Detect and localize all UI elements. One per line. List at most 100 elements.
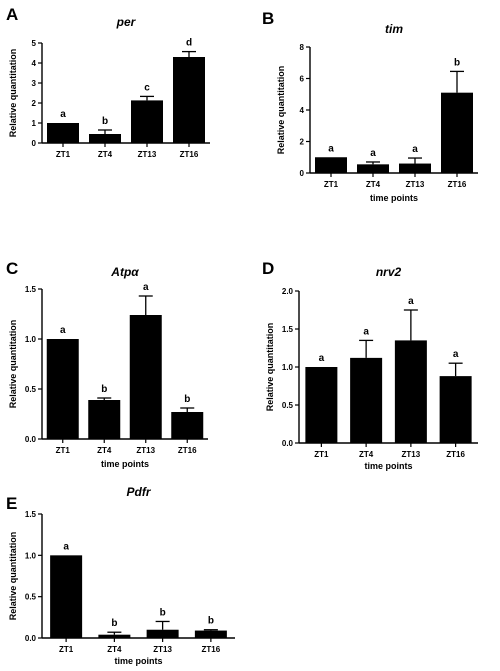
panel-d: D nrv2 Relative quantitation time points 0.… <box>262 259 478 471</box>
chart-4-significance-label: a <box>453 349 459 360</box>
chart-5-category-label: ZT13 <box>153 645 172 654</box>
chart-2-y-tick-label: 6 <box>300 75 305 84</box>
chart-1-y-axis-label: Relative quantitation <box>8 49 18 138</box>
chart-4-y-tick-label: 0.5 <box>282 401 294 410</box>
chart-2-y-axis-label: Relative quantitation <box>276 66 286 155</box>
panel-c-letter: C <box>6 259 18 278</box>
panel-c: C Atpα Relative quantitation time points 0.… <box>6 259 208 469</box>
chart-4-title: nrv2 <box>376 265 402 279</box>
chart-4-bar <box>350 357 383 443</box>
chart-1-bar <box>89 134 121 143</box>
chart-1-category-label: ZT1 <box>56 150 71 159</box>
chart-3-x-axis-label: time points <box>101 459 149 469</box>
chart-5-y-tick-label: 1.0 <box>25 551 37 560</box>
chart-2-category-label: ZT4 <box>366 180 381 189</box>
chart-2-title: tim <box>385 22 403 36</box>
chart-5-y-axis-label: Relative quantitation <box>8 532 18 621</box>
chart-2-significance-label: a <box>328 143 334 154</box>
chart-1-y-tick-label: 0 <box>32 139 37 148</box>
chart-4-y-axis-label: Relative quantitation <box>265 323 275 412</box>
chart-1-y-tick-label: 3 <box>32 79 37 88</box>
chart-5-y-tick-label: 0.0 <box>25 634 37 643</box>
chart-nrv2: nrv2 Relative quantitation time points 0.0 0… <box>265 265 478 471</box>
chart-2-bar <box>315 157 347 173</box>
chart-1-bar <box>173 57 205 143</box>
chart-1-bar <box>131 100 163 143</box>
chart-2-y-tick-label: 8 <box>300 43 305 52</box>
chart-2-y-tick-label: 0 <box>300 169 305 178</box>
chart-3-bar <box>129 315 162 439</box>
chart-1-bar <box>47 123 79 143</box>
chart-4-y-tick-label: 1.0 <box>282 363 294 372</box>
chart-1-category-label: ZT16 <box>180 150 199 159</box>
chart-4-y-tick-label: 2.0 <box>282 287 294 296</box>
chart-1-significance-label: c <box>144 82 150 93</box>
chart-3-y-tick-label: 0.5 <box>25 385 37 394</box>
chart-2-category-label: ZT13 <box>406 180 425 189</box>
chart-per: per Relative quantitation 0 1 2 3 4 5 ZT1 a ZT4 b ZT… <box>8 15 210 159</box>
chart-4-y-tick-label: 0.0 <box>282 439 294 448</box>
chart-1-y-tick-label: 2 <box>32 99 37 108</box>
chart-2-significance-label: a <box>412 144 418 155</box>
chart-1-title: per <box>116 15 137 29</box>
chart-4-significance-label: a <box>363 326 369 337</box>
chart-2-bar <box>357 164 389 173</box>
chart-3-bar <box>46 339 79 439</box>
chart-4-bar <box>394 340 427 443</box>
chart-2-bar <box>441 92 473 173</box>
panel-e-letter: E <box>6 494 17 513</box>
chart-3-category-label: ZT4 <box>97 446 112 455</box>
chart-5-significance-label: b <box>160 607 166 618</box>
chart-5-bar <box>194 630 227 638</box>
chart-2-category-label: ZT1 <box>324 180 339 189</box>
chart-5-y-tick-label: 1.5 <box>25 510 37 519</box>
panel-d-letter: D <box>262 259 274 278</box>
chart-2-y-tick-label: 4 <box>300 106 305 115</box>
chart-1-significance-label: b <box>102 116 108 127</box>
chart-3-category-label: ZT1 <box>56 446 71 455</box>
panel-b-letter: B <box>262 9 274 28</box>
panel-e: E Pdfr Relative quantitation time points 0.… <box>6 485 235 666</box>
chart-2-x-axis-label: time points <box>370 193 418 203</box>
chart-3-title: Atpα <box>110 265 139 279</box>
chart-5-bar <box>50 555 83 638</box>
chart-3-y-tick-label: 1.0 <box>25 335 37 344</box>
chart-2-category-label: ZT16 <box>448 180 467 189</box>
chart-3-bar <box>171 412 204 439</box>
chart-5-significance-label: a <box>63 541 69 552</box>
chart-3-significance-label: b <box>101 384 107 395</box>
chart-2-significance-label: a <box>370 148 376 159</box>
chart-3-bar <box>88 400 121 439</box>
chart-1-significance-label: a <box>60 109 66 120</box>
chart-5-bar <box>146 629 179 638</box>
chart-pdfr: Pdfr Relative quantitation time points 0.0 0… <box>8 485 235 666</box>
chart-tim: tim Relative quantitation time points 0 2 4 6 8… <box>276 22 478 203</box>
chart-5-title: Pdfr <box>127 485 152 499</box>
chart-5-x-axis-label: time points <box>114 656 162 666</box>
chart-3-category-label: ZT13 <box>136 446 155 455</box>
chart-3-y-tick-label: 1.5 <box>25 285 37 294</box>
chart-5-bar <box>98 634 131 638</box>
chart-3-y-axis-label: Relative quantitation <box>8 320 18 409</box>
chart-5-category-label: ZT4 <box>107 645 122 654</box>
panel-a: A per Relative quantitation 0 1 2 3 4 5 ZT1 a ZT4 b… <box>6 5 210 159</box>
chart-2-bar <box>399 163 431 173</box>
chart-3-significance-label: a <box>143 282 149 293</box>
chart-1-category-label: ZT4 <box>98 150 113 159</box>
chart-1-significance-label: d <box>186 38 192 49</box>
panel-a-letter: A <box>6 5 18 24</box>
panel-b: B tim Relative quantitation time points 0 2 4… <box>262 9 478 203</box>
chart-3-significance-label: a <box>60 325 66 336</box>
chart-1-y-tick-label: 5 <box>32 39 37 48</box>
chart-4-x-axis-label: time points <box>364 461 412 471</box>
chart-4-category-label: ZT4 <box>359 450 374 459</box>
chart-4-bar <box>305 367 338 443</box>
chart-4-significance-label: a <box>319 353 325 364</box>
chart-1-y-tick-label: 4 <box>32 59 37 68</box>
chart-3-category-label: ZT16 <box>178 446 197 455</box>
chart-4-category-label: ZT13 <box>402 450 421 459</box>
chart-4-y-tick-label: 1.5 <box>282 325 294 334</box>
chart-5-category-label: ZT1 <box>59 645 74 654</box>
chart-4-bar <box>439 376 472 443</box>
chart-2-y-tick-label: 2 <box>300 138 305 147</box>
